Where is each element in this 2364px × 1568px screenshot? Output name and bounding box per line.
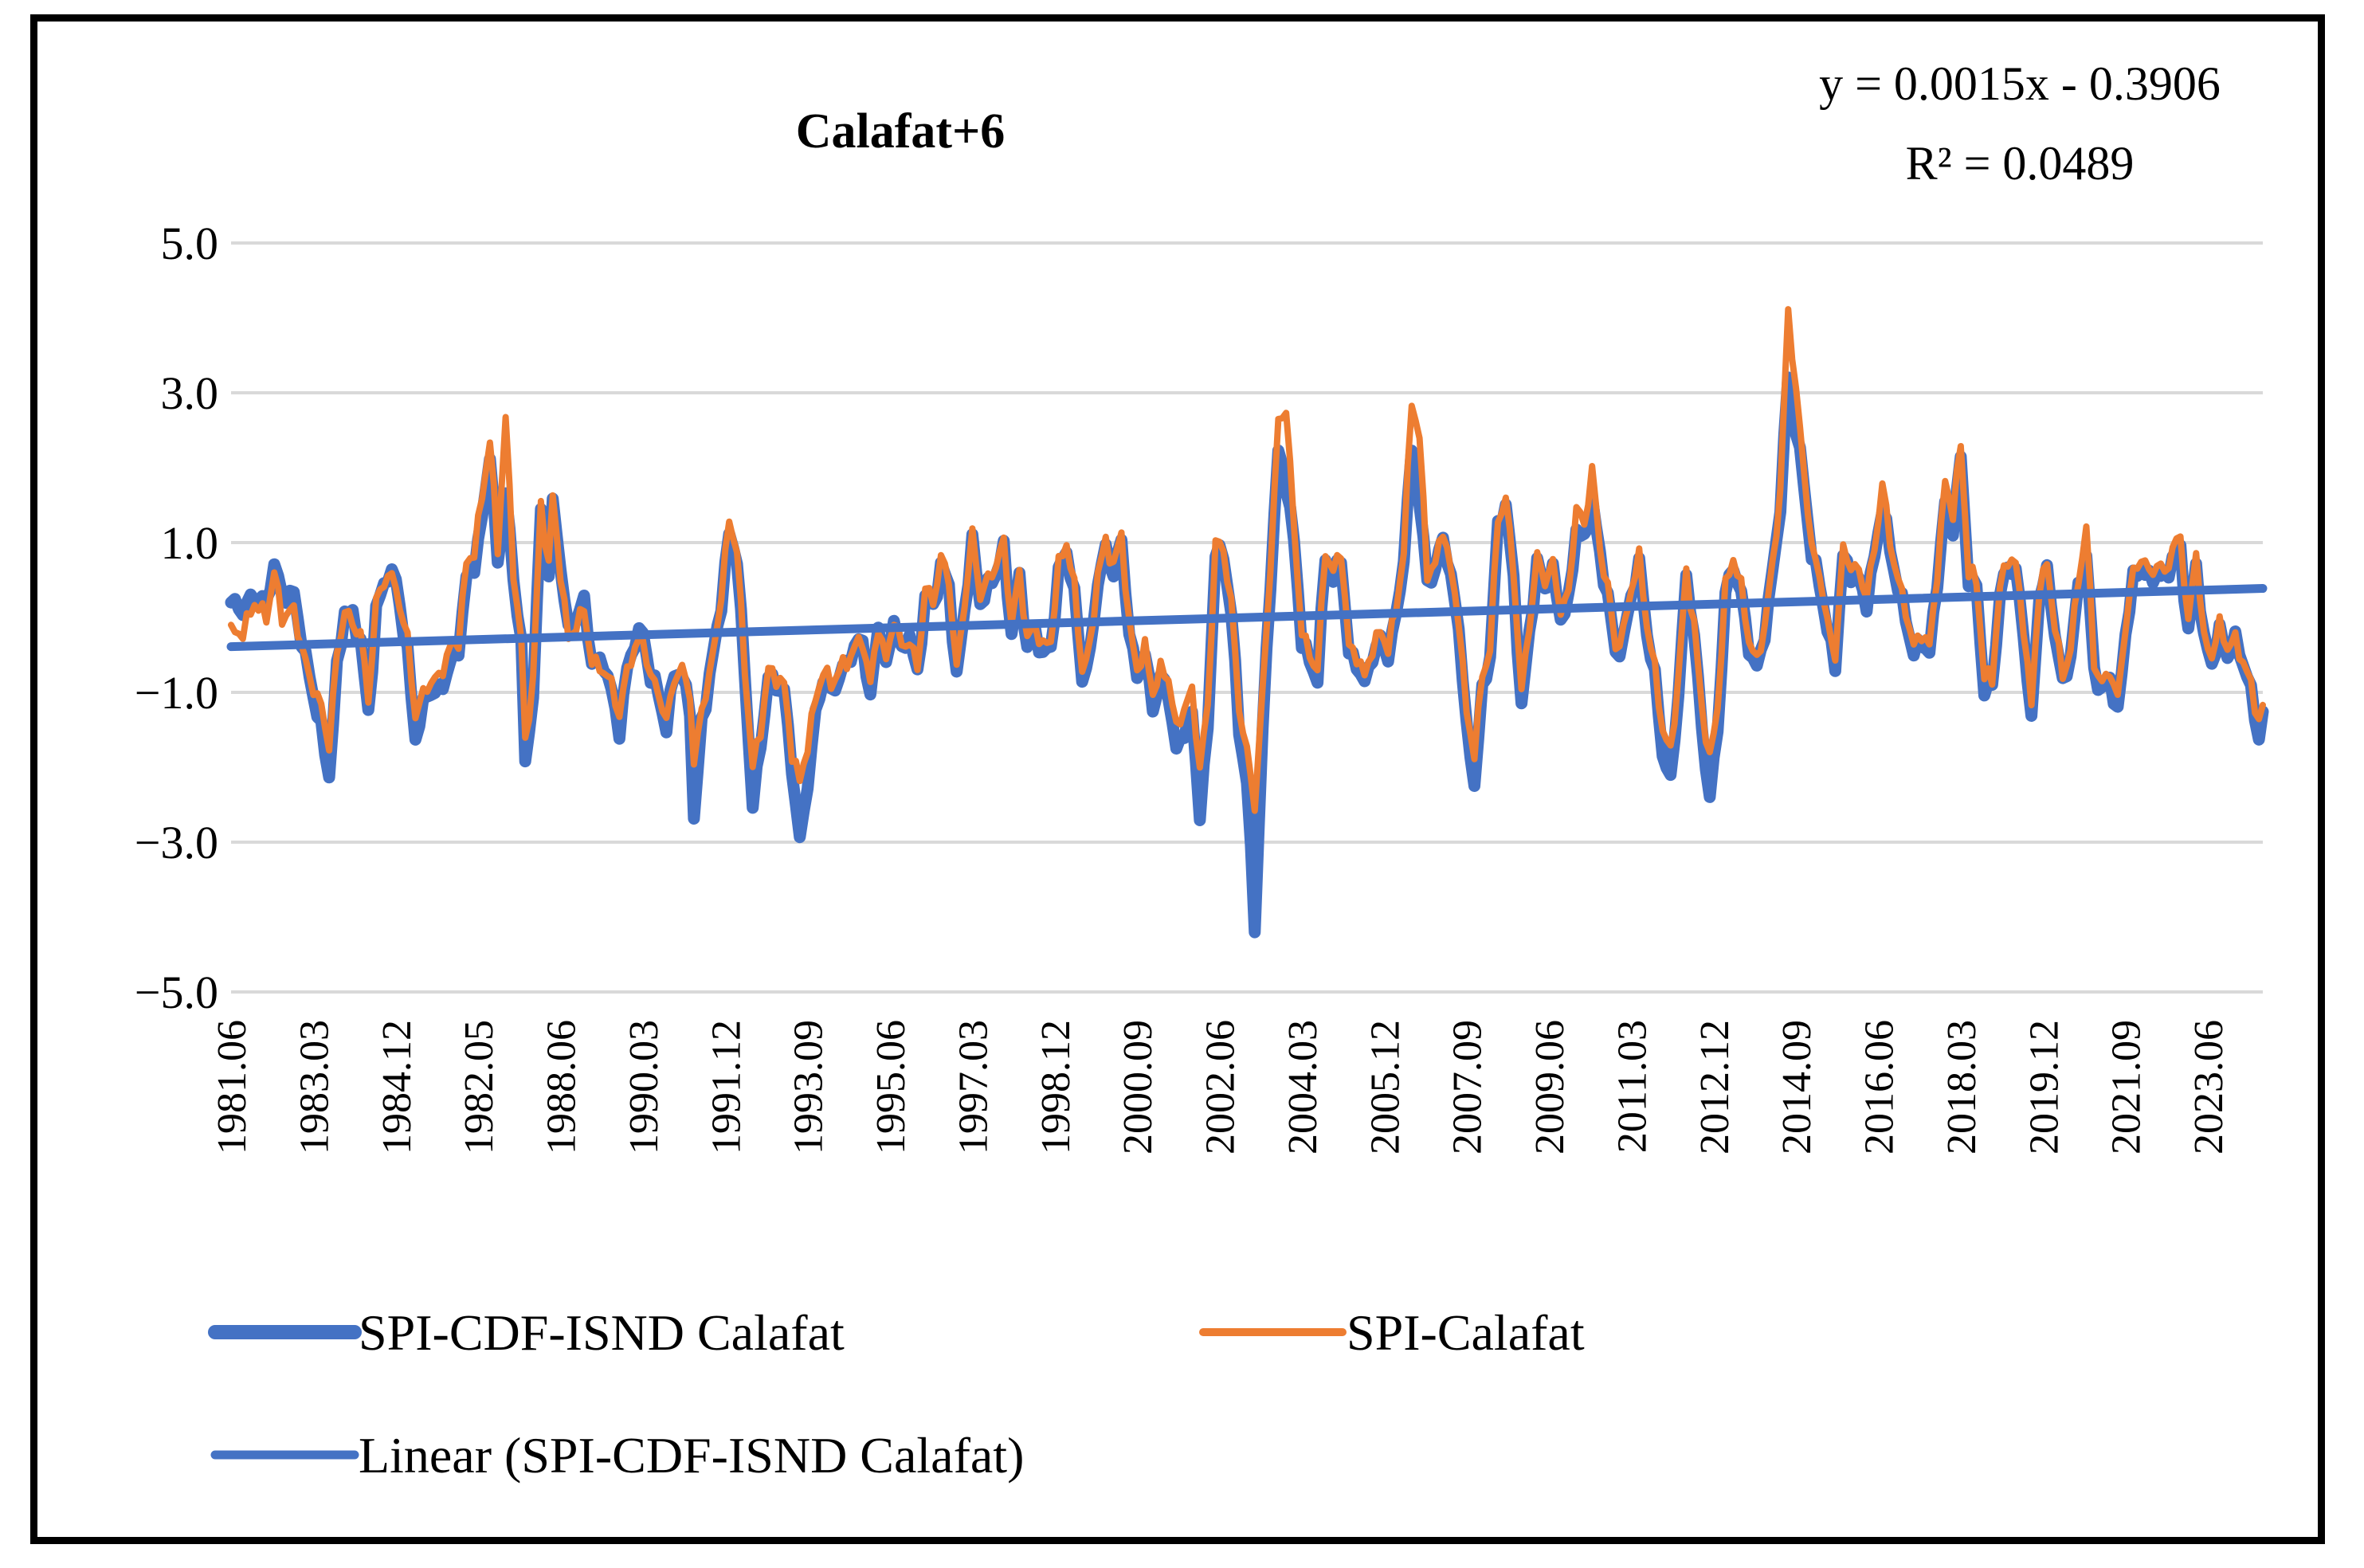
x-tick-label: 2016.06 bbox=[1857, 1020, 1903, 1154]
x-tick-label: 1988.06 bbox=[539, 1020, 585, 1154]
chart-title: Calafat+6 bbox=[796, 104, 1006, 159]
x-tick-label: 2019.12 bbox=[2021, 1020, 2067, 1154]
trendline-equation: y = 0.0015x - 0.3906 bbox=[1819, 57, 2221, 110]
x-tick-label: 1983.03 bbox=[292, 1020, 337, 1154]
chart-frame bbox=[30, 14, 2325, 1544]
trendline-r-squared: R² = 0.0489 bbox=[1906, 137, 2135, 190]
y-tick-label: 5.0 bbox=[161, 218, 219, 269]
y-tick-label: −5.0 bbox=[135, 966, 218, 1018]
x-tick-label: 1998.12 bbox=[1033, 1020, 1079, 1154]
x-tick-label: 1995.06 bbox=[868, 1020, 914, 1154]
x-tick-label: 1990.03 bbox=[621, 1020, 667, 1154]
y-axis-ticks: 5.0 3.0 1.0 −1.0 −3.0 −5.0 bbox=[135, 218, 218, 1018]
series-line-spi-calafat bbox=[228, 306, 2266, 814]
x-tick-label: 1984.12 bbox=[374, 1020, 420, 1154]
legend: SPI-CDF-ISND Calafat SPI-Calafat Linear … bbox=[208, 1304, 1585, 1484]
x-tick-label: 2007.09 bbox=[1445, 1020, 1491, 1154]
trendline bbox=[226, 584, 2268, 652]
x-tick-label: 2000.09 bbox=[1115, 1020, 1161, 1154]
legend-label-spi-calafat: SPI-Calafat bbox=[1347, 1304, 1585, 1361]
x-tick-label: 2018.03 bbox=[1939, 1020, 1985, 1154]
x-tick-label: 1991.12 bbox=[704, 1020, 749, 1154]
x-tick-label: 1997.03 bbox=[951, 1020, 996, 1154]
y-tick-label: −1.0 bbox=[135, 667, 218, 719]
x-tick-label: 1981.06 bbox=[210, 1020, 255, 1154]
y-tick-label: −3.0 bbox=[135, 817, 218, 868]
x-tick-label: 2021.09 bbox=[2104, 1020, 2150, 1154]
x-tick-label: 2014.09 bbox=[1774, 1020, 1820, 1154]
x-axis-ticks: 1981.06 1983.03 1984.12 1982.05 1988.06 1990.… bbox=[210, 1020, 2232, 1154]
y-tick-label: 3.0 bbox=[161, 367, 219, 419]
x-tick-label: 1982.05 bbox=[457, 1020, 502, 1154]
x-tick-label: 2023.06 bbox=[2186, 1020, 2232, 1154]
x-tick-label: 2009.06 bbox=[1527, 1020, 1573, 1154]
x-tick-label: 2011.03 bbox=[1609, 1020, 1655, 1153]
x-tick-label: 2004.03 bbox=[1280, 1020, 1326, 1154]
x-tick-label: 1993.09 bbox=[786, 1020, 832, 1154]
x-tick-label: 2012.12 bbox=[1692, 1020, 1738, 1154]
legend-label-spi-cdf-isnd: SPI-CDF-ISND Calafat bbox=[359, 1304, 845, 1361]
x-tick-label: 2002.06 bbox=[1198, 1020, 1244, 1154]
series-layer bbox=[225, 306, 2269, 939]
y-tick-label: 1.0 bbox=[161, 517, 219, 569]
x-tick-label: 2005.12 bbox=[1362, 1020, 1408, 1154]
legend-label-linear-trend: Linear (SPI-CDF-ISND Calafat) bbox=[359, 1427, 1024, 1484]
